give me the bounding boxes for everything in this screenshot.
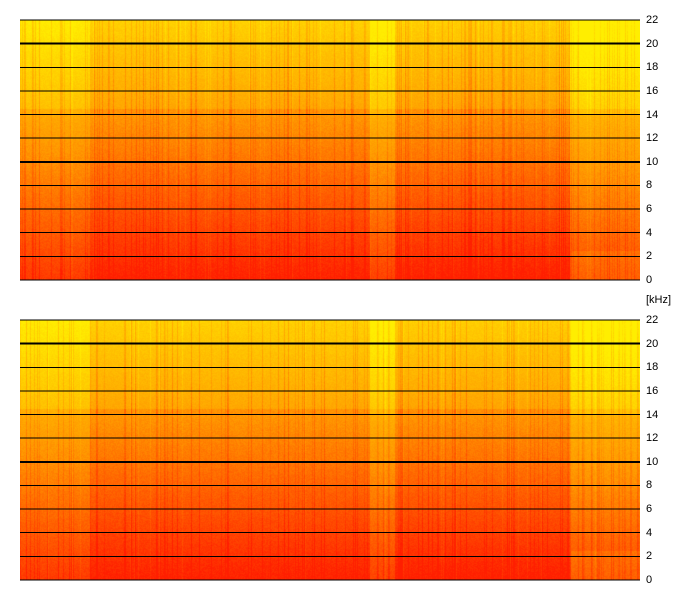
y-tick-label-22: 22	[646, 314, 659, 326]
y-tick-label-2: 2	[646, 250, 653, 263]
y-tick-label-12: 12	[646, 432, 659, 445]
y-tick-label-0: 0	[646, 574, 653, 586]
y-tick-label-18: 18	[646, 61, 659, 74]
spectrogram-top-grid	[20, 19, 640, 281]
y-tick-label-14: 14	[646, 408, 659, 421]
y-tick-label-2: 2	[646, 550, 653, 563]
y-tick-label-8: 8	[646, 179, 653, 192]
y-tick-label-16: 16	[646, 84, 659, 97]
y-tick-label-10: 10	[646, 155, 659, 168]
y-tick-label-0: 0	[646, 274, 653, 286]
frequency-unit-label: [kHz]	[646, 294, 672, 306]
y-tick-label-14: 14	[646, 108, 659, 121]
spectrogram-top: 0 2 4 6 8 10 12 14 16 18 20 22	[20, 15, 658, 286]
y-tick-label-22: 22	[646, 14, 659, 26]
y-tick-label-12: 12	[646, 132, 659, 145]
y-tick-label-4: 4	[646, 526, 653, 539]
spectrogram-bottom-canvas	[20, 320, 640, 580]
spectrogram-top-canvas	[20, 20, 640, 280]
y-tick-label-4: 4	[646, 226, 653, 239]
y-tick-label-20: 20	[646, 37, 659, 50]
y-tick-label-8: 8	[646, 479, 653, 492]
y-tick-label-6: 6	[646, 203, 653, 216]
y-tick-label-16: 16	[646, 384, 659, 397]
y-tick-label-20: 20	[646, 337, 659, 350]
y-tick-label-18: 18	[646, 361, 659, 374]
y-tick-label-10: 10	[646, 455, 659, 468]
y-tick-label-6: 6	[646, 503, 653, 516]
spectrogram-bottom-grid	[20, 319, 640, 581]
spectrogram-bottom: 0 2 4 6 8 10 12 14 16 18 20 22	[20, 315, 658, 586]
